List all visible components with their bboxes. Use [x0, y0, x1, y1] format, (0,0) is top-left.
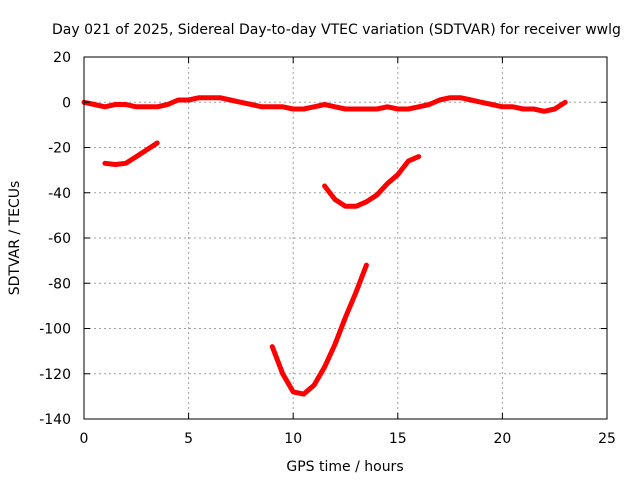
x-tick-label: 25 [598, 431, 616, 447]
y-tick-label: -80 [48, 276, 71, 292]
x-tick-label: 5 [184, 431, 193, 447]
y-tick-label: -20 [48, 141, 71, 157]
y-tick-label: -140 [39, 412, 71, 428]
x-axis-label: GPS time / hours [286, 459, 403, 475]
x-tick-label: 20 [493, 431, 511, 447]
y-tick-label: 0 [62, 95, 71, 111]
y-tick-label: 20 [53, 50, 71, 66]
series-line-arc-mid [322, 154, 422, 209]
series-line-arc-early [102, 140, 160, 167]
x-tick-label: 15 [389, 431, 407, 447]
series-line-arc-deep [269, 262, 369, 397]
y-tick-label: -40 [48, 186, 71, 202]
y-tick-label: -120 [39, 367, 71, 383]
tick-marks: 0 5 10 15 20 25 -140 -120 -100 -80 -60 -40 -20 0 20 [39, 50, 616, 447]
y-tick-label: -60 [48, 231, 71, 247]
x-tick-label: 10 [284, 431, 302, 447]
chart-title: Day 021 of 2025, Sidereal Day-to-day VTE… [52, 22, 621, 38]
series-line-main-arc [81, 95, 568, 114]
x-tick-label: 0 [80, 431, 89, 447]
gridlines [84, 57, 607, 419]
y-tick-label: -100 [39, 322, 71, 338]
data-series [81, 95, 568, 397]
y-axis-label: SDTVAR / TECUs [7, 181, 23, 296]
